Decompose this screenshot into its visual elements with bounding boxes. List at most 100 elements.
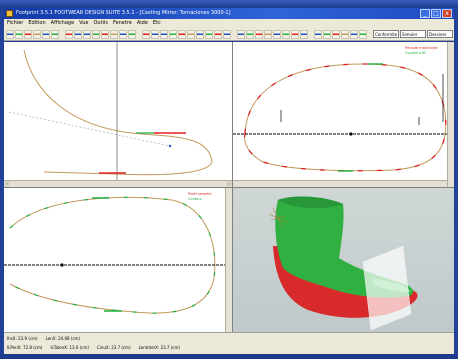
view-pane-top-right[interactable]: Periode matricielle Courbe a fit	[233, 42, 454, 187]
toolbar-tool-30-icon[interactable]	[282, 29, 290, 39]
toolbar-combo-1[interactable]: Conformite	[373, 30, 399, 38]
status-bar: IhsX: 23.9 (cm) LenX: 24.68 (cm) ILPenX:…	[4, 332, 454, 354]
top-right-drawing	[233, 63, 454, 172]
close-button[interactable]: x	[442, 9, 452, 18]
toolbar-tool-10-icon[interactable]	[92, 29, 100, 39]
toolbar-tool-32-icon[interactable]	[300, 29, 308, 39]
toolbar-combo-3[interactable]: Dessiner	[427, 30, 453, 38]
menu-item-display[interactable]: Affichage	[50, 20, 75, 26]
toolbar-tool-12-icon[interactable]	[110, 29, 118, 39]
toolbar-tool-31-icon[interactable]	[291, 29, 299, 39]
marker-dot	[168, 144, 172, 148]
toolbar-combo-2[interactable]: Simuler	[400, 30, 426, 38]
last-outline-curve	[23, 49, 213, 176]
window-chrome-bottom	[0, 354, 458, 359]
toolbar-tool-3-icon[interactable]	[24, 29, 32, 39]
toolbar-tool-24-icon[interactable]	[223, 29, 231, 39]
status-ilpen: ILPenX: 72.8 (cm)	[7, 345, 43, 350]
minimize-button[interactable]: _	[420, 9, 430, 18]
window-chrome-top	[0, 0, 458, 8]
title-bar[interactable]: Footprint 3.5.1 FOOTWEAR DESIGN SUITE 3.…	[4, 8, 454, 19]
shoe-last-3d-render	[268, 196, 418, 331]
horizontal-scrollbar[interactable]	[233, 180, 447, 187]
toolbar-tool-4-icon[interactable]	[33, 29, 41, 39]
toolbar-tool-37-icon[interactable]	[350, 29, 358, 39]
toolbar-tool-33-icon[interactable]	[314, 29, 322, 39]
toolbar-tool-1-icon[interactable]	[6, 29, 14, 39]
toolbar-tool-26-icon[interactable]	[246, 29, 254, 39]
toolbar: Conformite Simuler Dessiner	[4, 28, 454, 41]
menu-item-help[interactable]: Aide	[136, 20, 148, 26]
legend-green: Courbe a fit	[405, 51, 426, 55]
dashed-guide-line	[8, 111, 171, 147]
last-upper-green	[275, 196, 414, 298]
status-leninter: LenInterX: 23.7 (cm)	[138, 345, 180, 350]
toolbar-tool-34-icon[interactable]	[323, 29, 331, 39]
toolbar-tool-9-icon[interactable]	[83, 29, 91, 39]
window-title: Footprint 3.5.1 FOOTWEAR DESIGN SUITE 3.…	[16, 10, 231, 16]
menu-item-window[interactable]: Fenetre	[112, 20, 132, 26]
menu-bar: Fichier Edition Affichage Vue Outils Fen…	[4, 19, 454, 28]
workspace: ‹ › Periode matricielle Courbe a fit	[4, 42, 454, 332]
view-pane-top-left[interactable]: ‹ ›	[4, 42, 232, 187]
section-plane	[362, 245, 412, 331]
toolbar-tool-5-icon[interactable]	[42, 29, 50, 39]
top-left-drawing	[8, 42, 213, 180]
toolbar-tool-23-icon[interactable]	[214, 29, 222, 39]
toolbar-tool-11-icon[interactable]	[101, 29, 109, 39]
toolbar-tool-22-icon[interactable]	[205, 29, 213, 39]
toolbar-tool-8-icon[interactable]	[74, 29, 82, 39]
status-row-1: IhsX: 23.9 (cm) LenX: 24.68 (cm)	[7, 336, 80, 341]
status-len: LenX: 24.68 (cm)	[45, 336, 81, 341]
foot-profile-curve	[244, 63, 447, 172]
menu-item-view[interactable]: Vue	[79, 20, 89, 26]
toolbar-tool-25-icon[interactable]	[237, 29, 245, 39]
window-controls: _ □ x	[420, 9, 452, 18]
menu-item-tools[interactable]: Outils	[93, 20, 108, 26]
green-dash-overlay	[9, 196, 216, 314]
toolbar-tool-13-icon[interactable]	[119, 29, 127, 39]
legend-red: Profil semelle	[188, 192, 212, 196]
last-top-opening	[278, 196, 343, 209]
toolbar-tool-27-icon[interactable]	[255, 29, 263, 39]
toolbar-tool-15-icon[interactable]	[142, 29, 150, 39]
maximize-button[interactable]: □	[431, 9, 441, 18]
toolbar-tool-18-icon[interactable]	[169, 29, 177, 39]
sole-outline-curve	[9, 196, 216, 314]
menu-item-file[interactable]: Fichier	[7, 20, 24, 26]
toolbar-tool-36-icon[interactable]	[341, 29, 349, 39]
toolbar-tool-35-icon[interactable]	[332, 29, 340, 39]
vertical-scrollbar[interactable]	[447, 42, 454, 187]
scroll-right-arrow[interactable]: ›	[226, 181, 232, 187]
heel-seam-marks	[268, 207, 288, 229]
toolbar-tool-21-icon[interactable]	[196, 29, 204, 39]
menu-item-etc[interactable]: Etc	[152, 20, 161, 26]
vertical-scrollbar[interactable]	[225, 188, 232, 332]
toolbar-tool-6-icon[interactable]	[51, 29, 59, 39]
menu-item-edit[interactable]: Edition	[28, 20, 46, 26]
toolbar-tool-14-icon[interactable]	[128, 29, 136, 39]
toolbar-tool-20-icon[interactable]	[187, 29, 195, 39]
scroll-left-arrow[interactable]: ‹	[4, 181, 10, 187]
view-pane-3d[interactable]	[233, 188, 454, 332]
toolbar-tool-2-icon[interactable]	[15, 29, 23, 39]
toolbar-tool-28-icon[interactable]	[264, 29, 272, 39]
toolbar-tool-7-icon[interactable]	[65, 29, 73, 39]
center-point	[60, 263, 64, 267]
toolbar-tool-17-icon[interactable]	[160, 29, 168, 39]
horizontal-scrollbar[interactable]: ‹ ›	[4, 180, 232, 187]
legend-green: Contour	[188, 197, 202, 201]
status-ictalon: IcTalonX: 13.0 (cm)	[50, 345, 89, 350]
toolbar-tool-29-icon[interactable]	[273, 29, 281, 39]
view-pane-bottom-left[interactable]: Profil semelle Contour	[4, 188, 232, 332]
red-dash-overlay	[243, 63, 447, 172]
center-point	[349, 132, 353, 136]
toolbar-tool-16-icon[interactable]	[151, 29, 159, 39]
status-row-2: ILPenX: 72.8 (cm) IcTalonX: 13.0 (cm) Ci…	[7, 345, 180, 350]
app-icon	[6, 10, 13, 17]
toolbar-tool-38-icon[interactable]	[359, 29, 367, 39]
status-cinu: CinuX: 23.7 (cm)	[96, 345, 131, 350]
toolbar-tool-19-icon[interactable]	[178, 29, 186, 39]
bottom-left-drawing	[4, 196, 232, 314]
